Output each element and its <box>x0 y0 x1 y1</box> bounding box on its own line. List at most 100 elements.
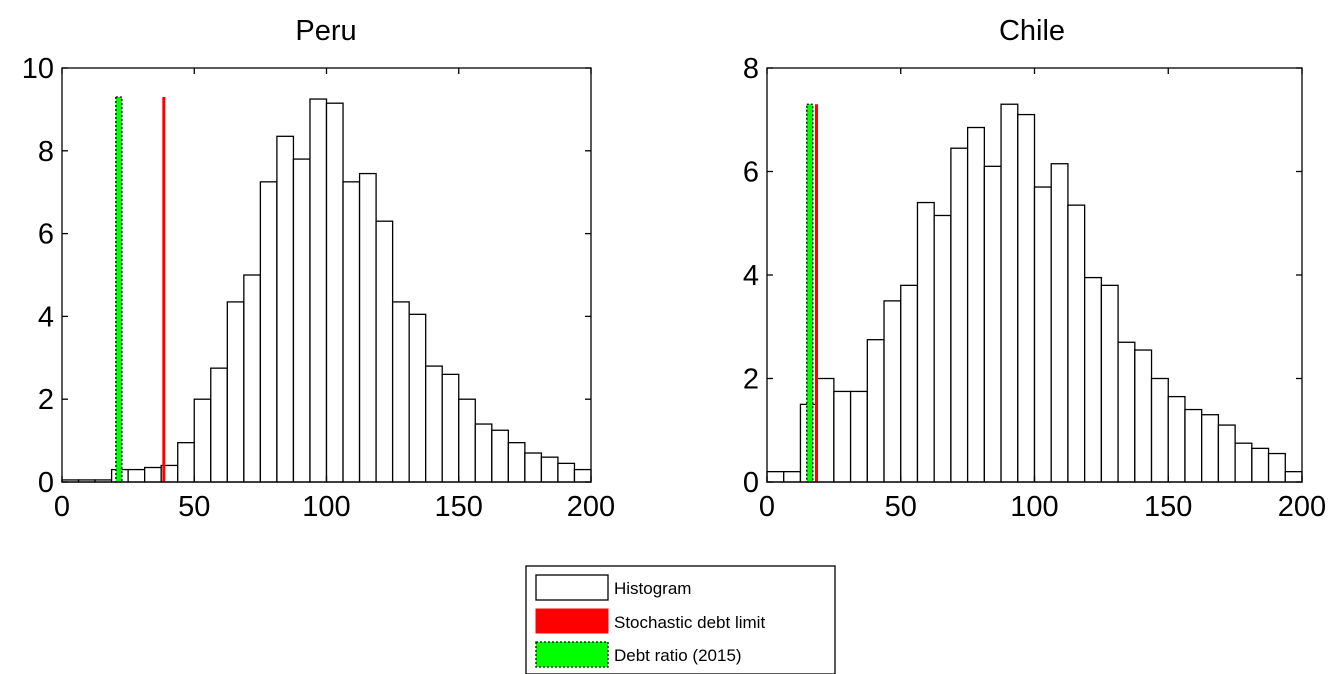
peru-x-axis: 0 50 100 150 200 <box>54 68 615 523</box>
peru-histogram-bar <box>144 466 162 483</box>
chile-histogram-bar <box>1184 408 1203 483</box>
peru-y-tick-label: 8 <box>38 136 54 168</box>
chile-chart-title: Chile <box>999 15 1065 47</box>
legend-label-histogram: Histogram <box>614 579 691 598</box>
chile-histogram-bar <box>1084 276 1103 483</box>
peru-histogram-bar <box>210 367 228 483</box>
legend-label-debt-ratio: Debt ratio (2015) <box>614 646 742 665</box>
chile-x-tick-label: 100 <box>1010 491 1058 523</box>
peru-histogram-bar <box>292 158 311 483</box>
chile-histogram-bar <box>1017 113 1036 483</box>
chile-histogram-bar <box>1000 103 1019 483</box>
chile-histogram-panel: Chile 0 50 100 150 200 0 2 4 6 8 <box>743 15 1326 523</box>
chile-x-tick-label: 150 <box>1144 491 1192 523</box>
chile-histogram-bar <box>1201 414 1220 483</box>
legend-label-stochastic-debt-limit: Stochastic debt limit <box>614 613 765 632</box>
chile-histogram-bar <box>1100 284 1119 483</box>
chile-histogram-bar <box>1167 395 1186 483</box>
peru-y-tick-label: 6 <box>38 219 54 251</box>
peru-x-tick-label: 50 <box>178 491 210 523</box>
peru-histogram-bar <box>309 98 328 483</box>
chile-histogram-bar <box>966 126 985 483</box>
peru-histogram-bar <box>193 398 212 483</box>
peru-histogram-panel: Peru 0 50 100 150 200 0 2 4 6 8 10 <box>22 15 615 523</box>
peru-histogram-bar <box>491 429 509 483</box>
chile-histogram-bar <box>1217 424 1236 483</box>
chile-histogram-bar <box>766 470 785 483</box>
peru-x-tick-label: 0 <box>54 491 70 523</box>
peru-histogram-bar <box>226 301 245 483</box>
legend-item-histogram: Histogram <box>535 574 691 601</box>
peru-histogram-bar <box>276 135 295 483</box>
legend-item-stochastic-debt-limit: Stochastic debt limit <box>535 608 765 634</box>
chile-histogram-bar <box>1134 349 1153 483</box>
chile-histogram-bar <box>1251 447 1270 483</box>
peru-y-axis: 0 2 4 6 8 10 <box>22 53 591 499</box>
chile-x-tick-label: 200 <box>1278 491 1326 523</box>
chile-histogram-bar <box>1267 452 1286 483</box>
chile-histogram-bar <box>1117 341 1136 483</box>
chile-histogram-bar <box>950 147 969 483</box>
peru-histogram-bar <box>441 373 460 483</box>
chile-debt-ratio-line <box>806 103 814 483</box>
chile-histogram-bar <box>1284 470 1303 483</box>
chile-histogram-bar <box>900 284 919 483</box>
peru-x-tick-label: 150 <box>435 491 483 523</box>
chile-x-axis: 0 50 100 150 200 <box>759 68 1326 523</box>
peru-histogram-bar <box>524 452 543 483</box>
chile-histogram-bar <box>933 214 952 483</box>
peru-x-tick-label: 200 <box>567 491 615 523</box>
chile-histogram-bar <box>1150 377 1169 483</box>
chile-histogram-bar <box>866 339 885 483</box>
chile-histogram-bar <box>916 201 935 483</box>
chile-histogram-bar <box>983 165 1002 483</box>
peru-histogram-bar <box>375 220 394 483</box>
peru-histogram-bar <box>177 442 195 483</box>
peru-histogram-bars <box>61 98 592 483</box>
chile-histogram-bar <box>783 470 802 483</box>
peru-y-tick-label: 2 <box>38 384 54 416</box>
chile-histogram-bar <box>816 377 835 483</box>
chile-histogram-bar <box>833 390 852 483</box>
peru-histogram-bar <box>408 313 427 483</box>
peru-chart-title: Peru <box>295 15 356 47</box>
chile-y-tick-label: 6 <box>743 157 759 189</box>
chile-histogram-bar <box>849 390 868 483</box>
chile-y-tick-label: 2 <box>743 364 759 396</box>
chile-y-tick-label: 8 <box>743 53 759 85</box>
chile-histogram-bars <box>766 103 1303 483</box>
peru-histogram-bar <box>474 423 493 483</box>
peru-histogram-bar <box>507 442 526 483</box>
peru-y-tick-label: 10 <box>22 53 54 85</box>
chile-histogram-bar <box>883 300 902 483</box>
chile-x-tick-label: 0 <box>759 491 775 523</box>
chile-histogram-bar <box>1067 204 1086 483</box>
peru-debt-ratio-line <box>115 96 123 483</box>
chile-histogram-bar <box>1050 163 1069 483</box>
chile-marker-lines <box>806 103 818 483</box>
legend-swatch-debt-ratio <box>535 641 609 668</box>
chile-histogram-bar <box>1234 442 1253 483</box>
peru-histogram-bar <box>458 398 476 483</box>
peru-histogram-bar <box>573 468 592 483</box>
chile-y-axis: 0 2 4 6 8 <box>743 53 1302 499</box>
legend: Histogram Stochastic debt limit Debt rat… <box>525 565 836 674</box>
peru-histogram-bar <box>391 301 410 483</box>
peru-histogram-bar <box>325 102 344 483</box>
legend-swatch-stochastic-debt-limit <box>535 608 609 634</box>
peru-x-tick-label: 100 <box>302 491 350 523</box>
chile-histogram-bar <box>1033 186 1052 483</box>
peru-histogram-bar <box>557 462 576 483</box>
peru-histogram-bar <box>540 456 559 483</box>
peru-y-tick-label: 4 <box>38 301 54 333</box>
peru-histogram-bar <box>259 181 278 483</box>
legend-item-debt-ratio: Debt ratio (2015) <box>535 641 742 668</box>
peru-histogram-bar <box>243 274 262 483</box>
peru-histogram-bar <box>358 172 377 483</box>
chile-y-tick-label: 4 <box>743 260 759 292</box>
chile-x-tick-label: 50 <box>885 491 917 523</box>
peru-histogram-bar <box>342 181 361 483</box>
peru-y-tick-label: 0 <box>38 467 54 499</box>
peru-marker-lines <box>115 96 166 483</box>
